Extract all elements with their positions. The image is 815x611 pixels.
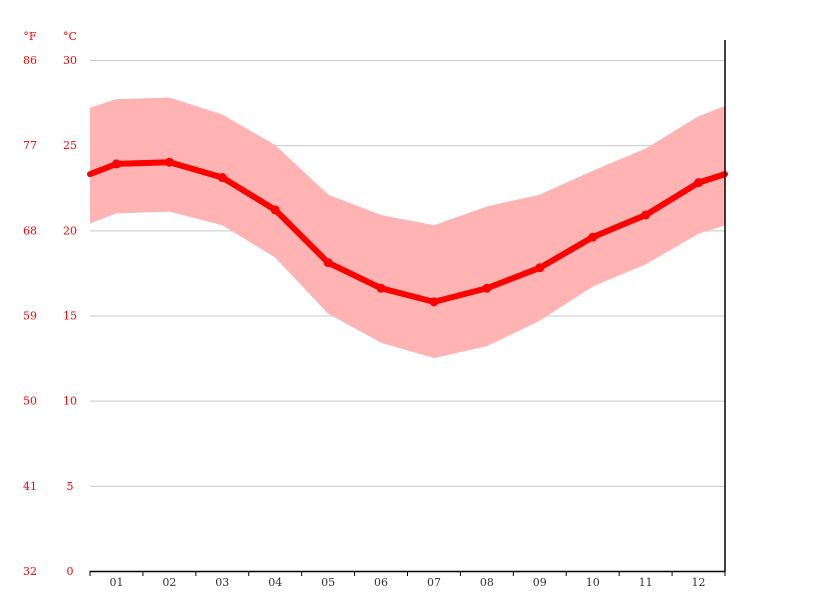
- min-max-temperature-band: [90, 97, 725, 359]
- mean-point: [694, 178, 704, 188]
- mean-temperature-points: [111, 157, 704, 307]
- x-tick-label: 04: [268, 576, 282, 589]
- x-axis-ticks: 01 02 03 04 05 06 07 08 09 10 11 12: [89, 571, 726, 589]
- mean-point: [641, 210, 651, 220]
- y-tick-celsius: 20: [63, 224, 77, 237]
- x-tick-label: 09: [533, 576, 547, 589]
- y-tick-celsius: 5: [67, 480, 74, 493]
- y-tick-celsius: 25: [63, 139, 77, 152]
- mean-point: [217, 173, 227, 183]
- x-tick-label: 10: [586, 576, 600, 589]
- x-tick-label: 07: [427, 576, 441, 589]
- x-tick-label: 03: [215, 576, 229, 589]
- x-tick-label: 11: [639, 576, 653, 589]
- x-tick-label: 08: [480, 576, 494, 589]
- mean-point: [270, 205, 280, 215]
- mean-temperature-line: [87, 159, 728, 305]
- mean-point: [588, 232, 598, 242]
- y-tick-celsius: 10: [63, 395, 77, 408]
- x-tick-label: 05: [321, 576, 335, 589]
- mean-point: [111, 159, 121, 169]
- mean-point: [429, 297, 439, 307]
- y-tick-celsius: 0: [67, 565, 74, 578]
- y-tick-celsius: 15: [63, 310, 77, 323]
- mean-point: [376, 283, 386, 293]
- mean-point: [535, 263, 545, 273]
- mean-point: [482, 283, 492, 293]
- y-tick-fahrenheit: 77: [23, 139, 37, 152]
- unit-celsius-label: °C: [63, 30, 77, 43]
- y-tick-fahrenheit: 86: [23, 54, 37, 67]
- y-tick-fahrenheit: 32: [23, 565, 37, 578]
- y-axis-labels: °F °C 0 32 5 41 10 50 15 59 20 68 25 77 30 86: [23, 30, 77, 578]
- unit-fahrenheit-label: °F: [23, 30, 37, 43]
- x-tick-label: 01: [109, 576, 123, 589]
- mean-point: [323, 258, 333, 268]
- y-tick-fahrenheit: 41: [23, 480, 37, 493]
- x-tick-label: 06: [374, 576, 388, 589]
- mean-point: [164, 157, 174, 167]
- y-tick-fahrenheit: 50: [23, 395, 37, 408]
- y-tick-celsius: 30: [63, 54, 77, 67]
- x-tick-label: 12: [692, 576, 706, 589]
- y-tick-fahrenheit: 68: [23, 224, 37, 237]
- x-tick-label: 02: [162, 576, 176, 589]
- y-tick-fahrenheit: 59: [23, 310, 37, 323]
